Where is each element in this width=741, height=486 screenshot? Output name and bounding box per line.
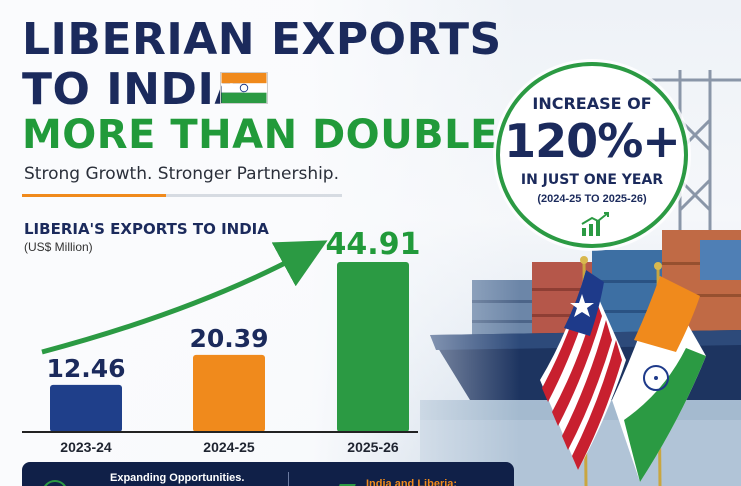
value-label-2025-26: 44.91 [326, 227, 421, 262]
value-label-2024-25: 20.39 [189, 324, 268, 353]
banner-left-text: Expanding Opportunities. [110, 472, 245, 484]
globe-icon [42, 480, 68, 486]
banner-divider [288, 472, 289, 486]
value-label-2023-24: 12.46 [46, 354, 125, 383]
headline-line-3: MORE THAN DOUBLE! [22, 112, 517, 158]
bar-2024-25 [193, 354, 265, 432]
chart-unit: (US$ Million) [24, 240, 93, 254]
banner-right-text: India and Liberia: [366, 478, 458, 486]
subtitle-rule [22, 194, 342, 197]
growth-chart-icon [581, 212, 609, 236]
chart-title: LIBERIA'S EXPORTS TO INDIA [24, 220, 269, 238]
x-tick-2024-25: 2024-25 [203, 439, 255, 455]
headline-line-1: LIBERIAN EXPORTS [22, 14, 502, 65]
crane-icon [640, 70, 741, 250]
subtitle: Strong Growth. Stronger Partnership. [24, 164, 340, 184]
badge-period-text: IN JUST ONE YEAR [520, 172, 664, 188]
increase-badge: INCREASE OF 120%+ IN JUST ONE YEAR (2024… [496, 62, 688, 248]
bar-2025-26 [337, 262, 409, 432]
bar-2023-24 [50, 384, 122, 432]
x-tick-2023-24: 2023-24 [60, 439, 112, 455]
bottom-banner: Expanding Opportunities. India and Liber… [22, 462, 514, 486]
india-flag-small-icon [220, 72, 268, 104]
headline-line-2: TO INDIA [22, 64, 249, 115]
badge-range-text: (2024-25 TO 2025-26) [537, 193, 647, 205]
liberia-flag-icon [540, 256, 626, 486]
x-tick-2025-26: 2025-26 [347, 439, 399, 455]
badge-top-text: INCREASE OF [532, 94, 652, 113]
badge-percentage: 120%+ [504, 114, 681, 168]
trend-arrow [41, 240, 328, 355]
india-flag-icon [612, 262, 706, 486]
